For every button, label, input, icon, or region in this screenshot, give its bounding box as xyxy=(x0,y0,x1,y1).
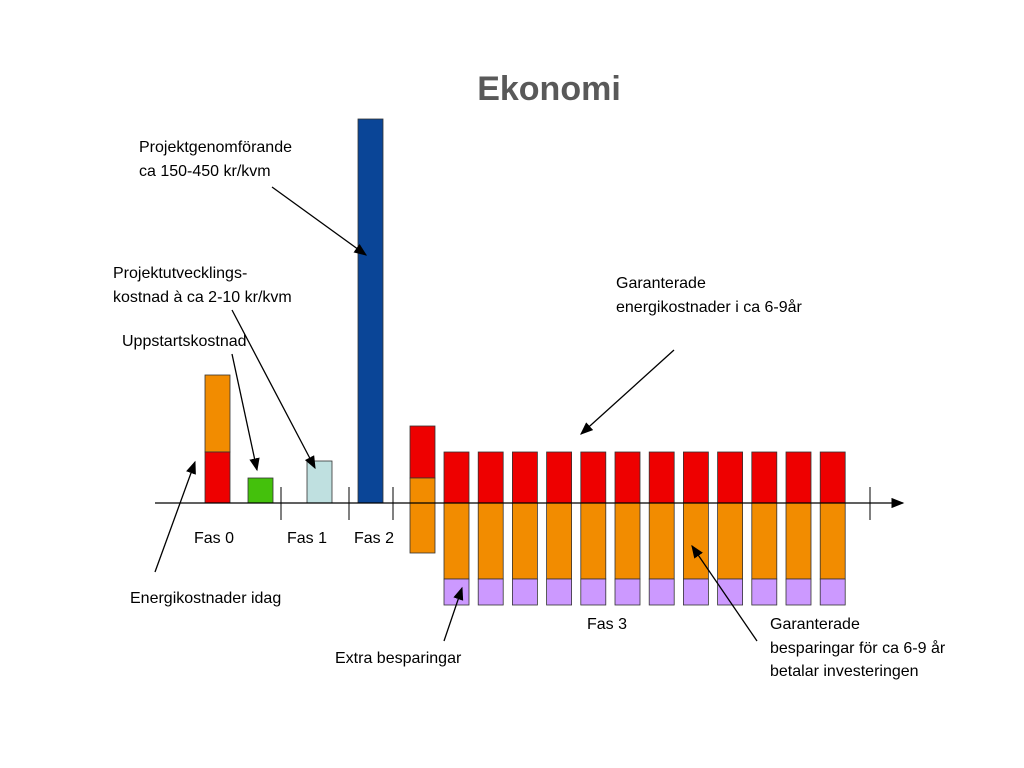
annotation-line: Garanterade xyxy=(770,616,860,633)
phase-label: Fas 1 xyxy=(287,530,327,547)
bar-segment xyxy=(751,502,778,580)
bar-segment xyxy=(477,578,504,606)
arrow xyxy=(231,309,316,470)
bar-segment xyxy=(751,451,778,504)
bar-segment xyxy=(683,502,709,580)
bar-segment xyxy=(683,451,709,504)
phase-label: Fas 2 xyxy=(354,530,394,547)
bar-segment xyxy=(512,451,538,504)
bar-segment xyxy=(546,502,572,580)
bar-segment xyxy=(580,578,607,606)
arrow xyxy=(231,353,260,472)
bar-segment xyxy=(614,451,641,504)
annotation-line: Projektutvecklings- xyxy=(113,265,247,282)
bar-segment xyxy=(819,578,846,606)
bar-segment xyxy=(683,578,709,606)
annotation-line: Projektgenomförande xyxy=(139,139,292,156)
bar-segment xyxy=(819,451,846,504)
bar-segment xyxy=(512,578,538,606)
annotation-line: Garanterade xyxy=(616,275,706,292)
bar-segment xyxy=(409,477,436,554)
bar-segment xyxy=(785,502,812,580)
arrow xyxy=(154,460,196,573)
bar-segment xyxy=(409,425,436,479)
annotation-line: Extra besparingar xyxy=(335,650,462,667)
bar-segment xyxy=(477,502,504,580)
title: Ekonomi xyxy=(477,70,621,108)
bar-segment xyxy=(443,578,470,606)
bar-segment xyxy=(819,502,846,580)
annotation-line: Energikostnader idag xyxy=(130,590,281,607)
bar-segment xyxy=(247,477,274,504)
bar-segment xyxy=(717,451,743,504)
phase-label: Fas 3 xyxy=(587,616,627,633)
annotation-line: ca 150-450 kr/kvm xyxy=(139,163,271,180)
bar-segment xyxy=(477,451,504,504)
bar-segment xyxy=(204,451,231,504)
phase-label: Fas 0 xyxy=(194,530,234,547)
arrow xyxy=(580,349,675,435)
bar-segment xyxy=(614,578,641,606)
bar-segment xyxy=(546,451,572,504)
arrow xyxy=(271,186,368,256)
annotation-line: energikostnader i ca 6-9år xyxy=(616,298,803,316)
bar-segment xyxy=(357,118,384,504)
arrow xyxy=(443,586,464,642)
axis xyxy=(155,487,905,520)
bar-segment xyxy=(614,502,641,580)
bar-segment xyxy=(717,502,743,580)
annotation-line: kostnad à ca 2-10 kr/kvm xyxy=(113,289,292,306)
annotation-line: Uppstartskostnad xyxy=(122,333,247,350)
bar-segment xyxy=(306,460,333,504)
annotation-line: betalar investeringen xyxy=(770,663,919,680)
bar-segment xyxy=(648,502,675,580)
bar-segment xyxy=(443,502,470,580)
bar-segment xyxy=(580,502,607,580)
bar-segment xyxy=(648,578,675,606)
bar-segment xyxy=(580,451,607,504)
bar-segment xyxy=(443,451,470,504)
bar-segment xyxy=(751,578,778,606)
annotation-line: besparingar för ca 6-9 år xyxy=(770,639,946,657)
bar-segment xyxy=(512,502,538,580)
bar-segment xyxy=(785,578,812,606)
bar-segment xyxy=(204,374,231,453)
bar-segment xyxy=(785,451,812,504)
bars xyxy=(204,118,846,606)
arrow xyxy=(691,544,758,642)
bar-segment xyxy=(546,578,572,606)
bar-segment xyxy=(648,451,675,504)
